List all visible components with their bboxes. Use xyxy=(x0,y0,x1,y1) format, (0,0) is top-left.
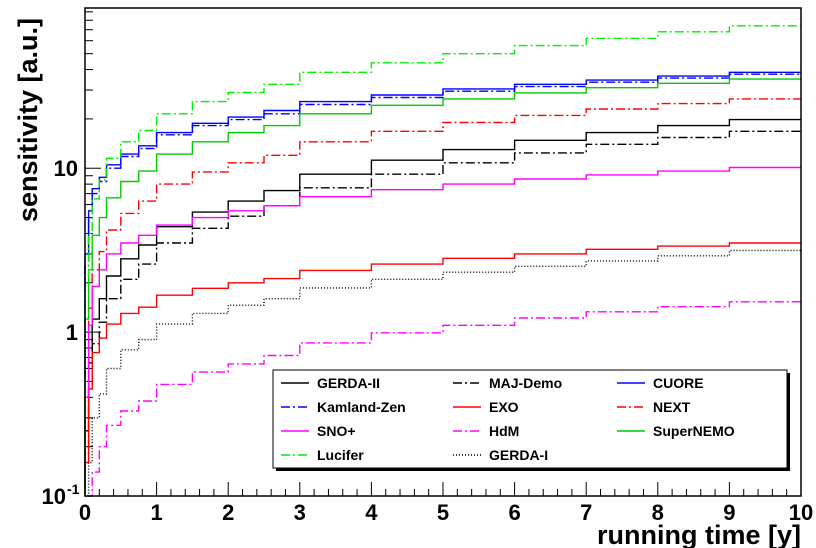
x-tick-label: 1 xyxy=(150,500,162,525)
legend-box xyxy=(272,369,788,469)
x-tick-label: 3 xyxy=(294,500,306,525)
x-tick-label: 4 xyxy=(365,500,378,525)
legend: GERDA-II MAJ-Demo CUORE Kamland-Zen EXO NEXT S… xyxy=(272,369,790,471)
legend-label: Kamland-Zen xyxy=(317,399,406,415)
x-tick-label: 8 xyxy=(652,500,664,525)
legend-label: CUORE xyxy=(653,375,704,391)
legend-label: NEXT xyxy=(653,399,691,415)
legend-label: GERDA-I xyxy=(489,447,548,463)
legend-label: SNO+ xyxy=(317,423,356,439)
y-axis-label: sensitivity [a.u.] xyxy=(13,18,43,222)
x-tick-label: 5 xyxy=(437,500,449,525)
x-tick-label: 2 xyxy=(222,500,234,525)
legend-label: MAJ-Demo xyxy=(489,375,562,391)
y-tick-exponent: -1 xyxy=(67,481,80,497)
y-tick-label: 1 xyxy=(66,320,78,345)
y-tick-label: 10 xyxy=(54,156,78,181)
series-line-kamland-zen xyxy=(84,73,801,496)
x-tick-label: 6 xyxy=(508,500,520,525)
series-line-sno- xyxy=(84,166,801,496)
series-line-hdm xyxy=(85,301,801,497)
x-tick-label: 9 xyxy=(723,500,735,525)
series-line-exo xyxy=(84,242,801,496)
legend-label: GERDA-II xyxy=(317,375,380,391)
legend-label: Lucifer xyxy=(317,447,364,463)
y-tick-label: 10 xyxy=(42,484,66,509)
series-line-supernemo xyxy=(84,78,801,496)
x-tick-label: 7 xyxy=(580,500,592,525)
x-axis-label: running time [y] xyxy=(597,520,801,548)
plot-frame xyxy=(84,7,802,497)
legend-label: EXO xyxy=(489,399,519,415)
x-tick-label: 0 xyxy=(79,500,91,525)
legend-label: SuperNEMO xyxy=(653,423,735,439)
x-tick-label: 10 xyxy=(789,500,813,525)
series-line-lucifer xyxy=(84,25,801,496)
series-lines xyxy=(84,25,801,497)
legend-label: HdM xyxy=(489,423,519,439)
